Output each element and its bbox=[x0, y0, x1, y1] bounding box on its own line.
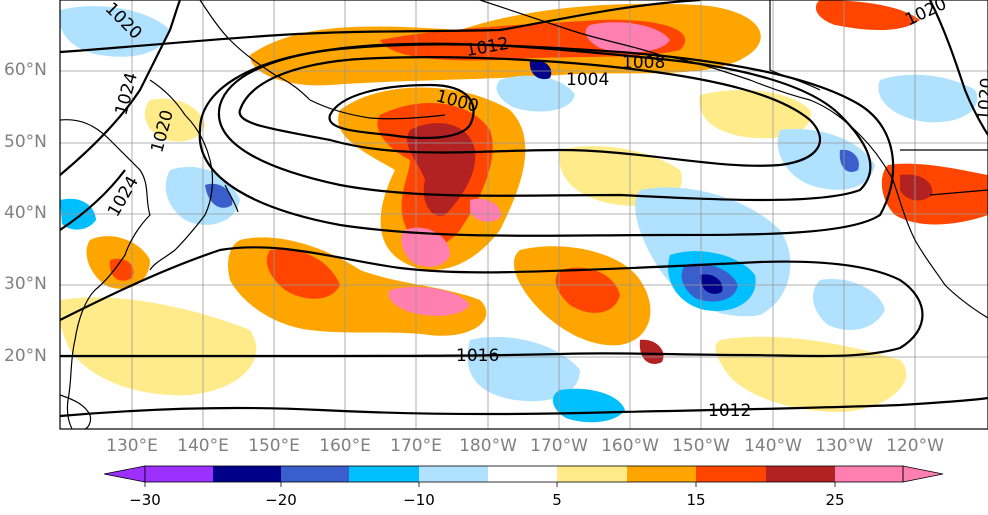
colorbar-extend-high bbox=[902, 465, 944, 483]
isobars bbox=[60, 0, 988, 418]
latitude-label: 30°N bbox=[4, 274, 47, 294]
colorbar-bin bbox=[419, 466, 488, 482]
isobar-label: 1004 bbox=[566, 70, 609, 90]
colorbar-tick-label: −30 bbox=[129, 491, 161, 509]
longitude-label: 170°W bbox=[530, 436, 588, 456]
longitude-label: 130°W bbox=[815, 436, 873, 456]
longitude-label: 120°W bbox=[886, 436, 944, 456]
latitude-label: 20°N bbox=[4, 346, 47, 366]
colorbar-bin bbox=[696, 466, 766, 482]
longitude-label: 150°E bbox=[248, 436, 300, 456]
colorbar-tick-label: 25 bbox=[825, 491, 845, 509]
longitude-label: 160°E bbox=[319, 436, 371, 456]
colorbar-tick-label: −10 bbox=[403, 491, 435, 509]
colorbar-extend-low bbox=[103, 465, 146, 483]
colorbar-bin bbox=[213, 466, 281, 482]
isobar-label: 1008 bbox=[622, 53, 665, 73]
colorbar-bin bbox=[488, 466, 557, 482]
colorbar-bin bbox=[145, 466, 213, 482]
isobar-label: 1020 bbox=[974, 77, 988, 122]
colorbar-tick-label: 5 bbox=[552, 491, 562, 509]
anomaly-field bbox=[60, 0, 988, 423]
colorbar-tick-label: 15 bbox=[686, 491, 706, 509]
longitude-label: 140°W bbox=[744, 436, 802, 456]
longitude-label: 140°E bbox=[177, 436, 229, 456]
colorbar bbox=[103, 465, 944, 487]
colorbar-bin bbox=[627, 466, 696, 482]
longitude-label: 130°E bbox=[106, 436, 158, 456]
map-border bbox=[59, 0, 988, 430]
latitude-label: 40°N bbox=[4, 203, 47, 223]
longitude-label: 180°W bbox=[459, 436, 517, 456]
isobar-label: 1016 bbox=[456, 346, 499, 366]
isobar-label: 1012 bbox=[708, 401, 751, 421]
latitude-label: 50°N bbox=[4, 132, 47, 152]
longitude-label: 160°W bbox=[601, 436, 659, 456]
longitude-label: 150°W bbox=[672, 436, 730, 456]
colorbar-bin bbox=[557, 466, 627, 482]
colorbar-tick-label: −20 bbox=[265, 491, 297, 509]
colorbar-bin bbox=[835, 466, 903, 482]
longitude-label: 170°E bbox=[390, 436, 442, 456]
latitude-label: 60°N bbox=[4, 60, 47, 80]
colorbar-bin bbox=[281, 466, 349, 482]
colorbar-bin bbox=[349, 466, 419, 482]
colorbar-bin bbox=[766, 466, 835, 482]
